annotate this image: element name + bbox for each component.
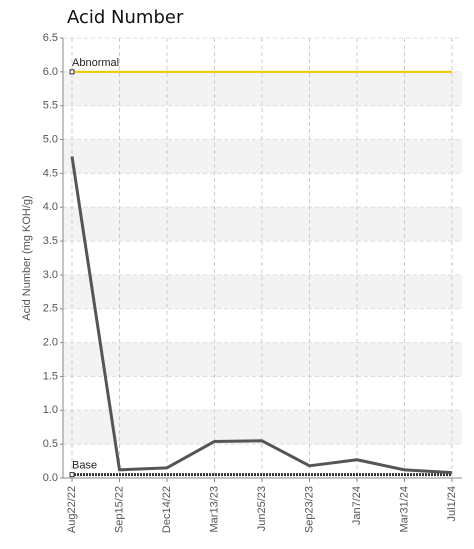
- y-axis-label: Acid Number (mg KOH/g): [21, 195, 33, 320]
- x-tick-label: Sep15/22: [113, 486, 125, 533]
- y-tick-label: 1.5: [43, 370, 58, 382]
- y-tick-label: 4.5: [43, 167, 58, 179]
- y-tick-label: 0.0: [43, 472, 58, 484]
- reference-label: Abnormal: [72, 57, 119, 69]
- reference-label: Base: [72, 460, 97, 472]
- x-tick-label: Dec14/22: [161, 486, 173, 533]
- y-tick-label: 5.5: [43, 100, 58, 112]
- y-tick-label: 4.0: [43, 201, 58, 213]
- y-tick-label: 3.0: [43, 269, 58, 281]
- x-tick-label: Jul1/24: [446, 486, 458, 521]
- x-tick-label: Sep23/23: [303, 486, 315, 533]
- x-tick-label: Jun25/23: [256, 486, 268, 531]
- chart-title: Acid Number: [67, 7, 184, 28]
- x-tick-label: Jan7/24: [351, 486, 363, 525]
- x-tick-label: Mar13/23: [208, 486, 220, 532]
- y-tick-label: 6.5: [43, 32, 58, 44]
- y-tick-label: 6.0: [43, 66, 58, 78]
- y-tick-label: 2.0: [43, 337, 58, 349]
- y-tick-label: 0.5: [43, 438, 58, 450]
- x-tick-label: Aug22/22: [66, 486, 78, 533]
- y-tick-label: 3.5: [43, 235, 58, 247]
- reference-marker: [69, 472, 75, 478]
- y-tick-label: 2.5: [43, 303, 58, 315]
- series-line: [70, 156, 453, 475]
- reference-marker: [69, 69, 75, 75]
- x-tick-label: Mar31/24: [398, 486, 410, 532]
- y-tick-label: 1.0: [43, 404, 58, 416]
- y-tick-label: 5.0: [43, 133, 58, 145]
